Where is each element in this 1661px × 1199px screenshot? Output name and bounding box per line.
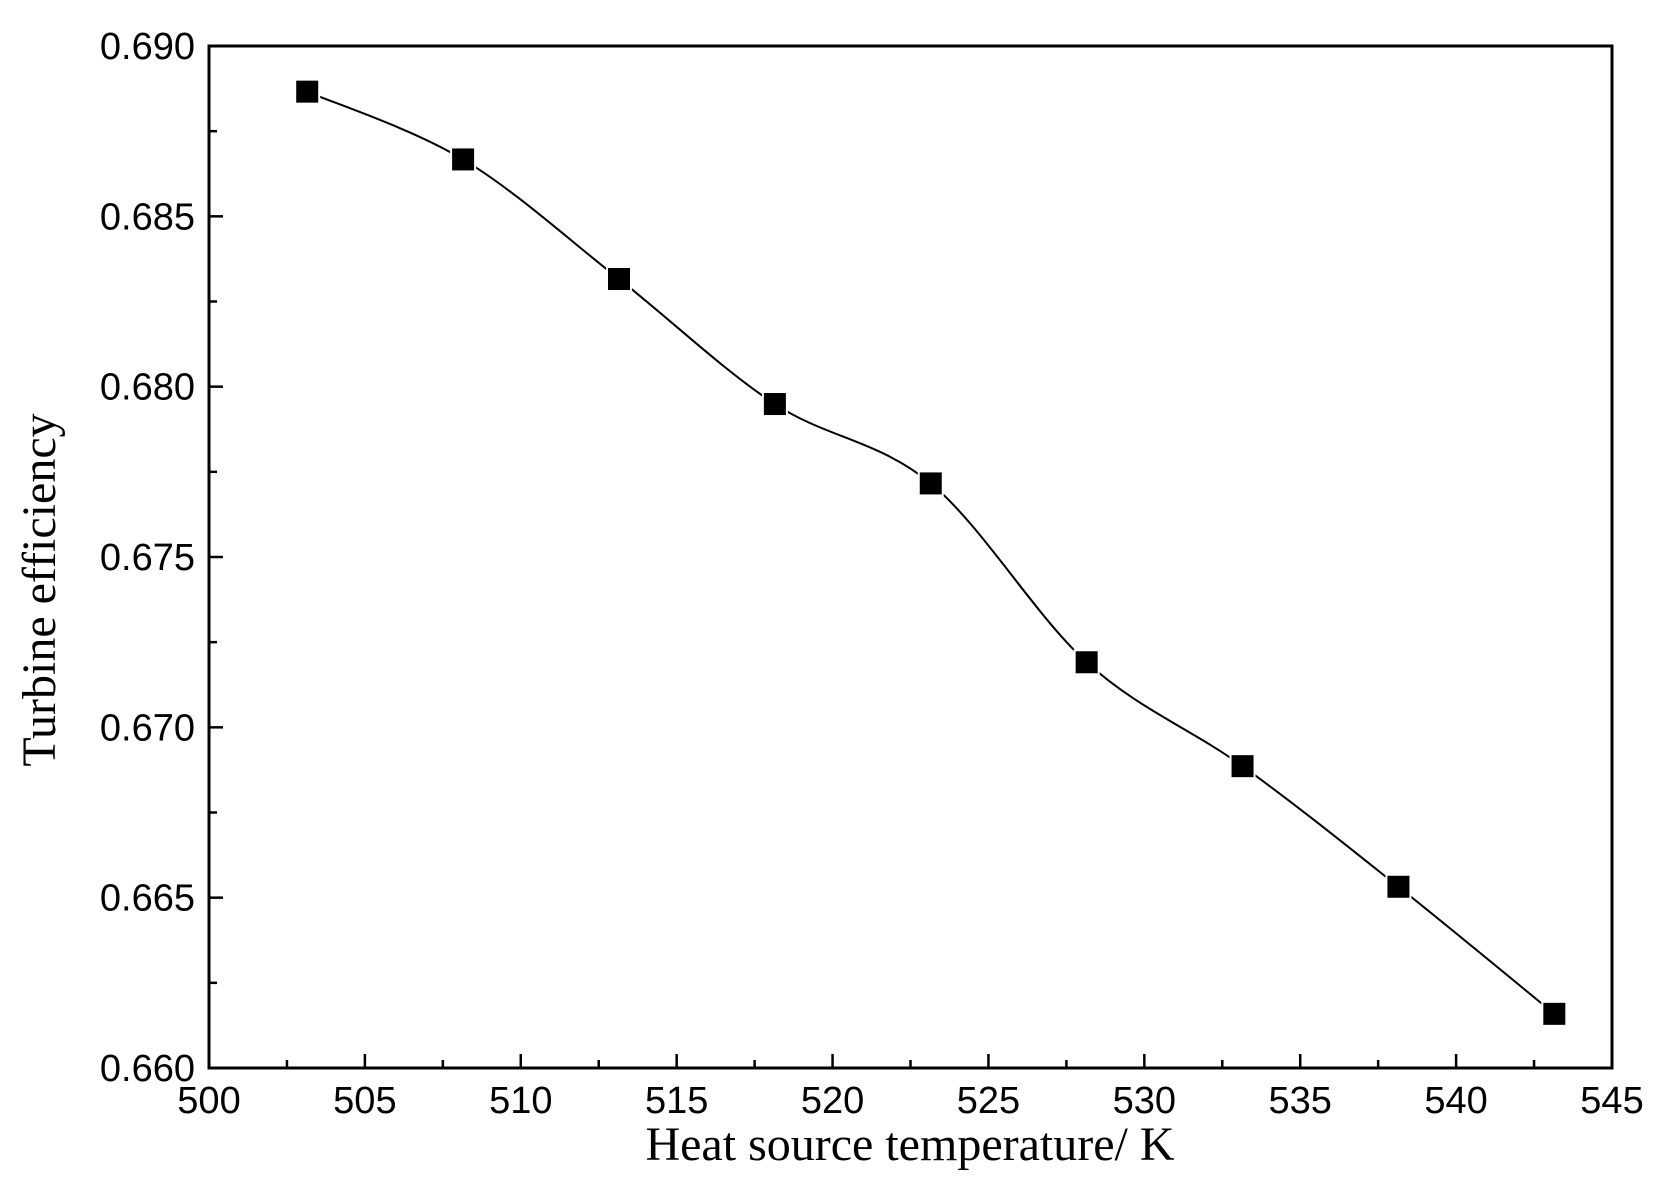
marker (294, 78, 321, 105)
marker (1385, 873, 1412, 900)
marker (1229, 753, 1256, 780)
y-tick-label: 0.680 (100, 367, 195, 409)
x-tick-label: 530 (1113, 1080, 1176, 1122)
x-tick-label: 535 (1269, 1080, 1332, 1122)
x-tick-label: 500 (177, 1080, 240, 1122)
y-tick-label: 0.685 (100, 196, 195, 238)
x-tick-label: 520 (801, 1080, 864, 1122)
marker (1073, 649, 1100, 676)
y-tick-label: 0.660 (100, 1048, 195, 1090)
y-tick-label: 0.670 (100, 707, 195, 749)
marker (761, 391, 788, 418)
x-tick-label: 540 (1424, 1080, 1487, 1122)
x-tick-label: 505 (333, 1080, 396, 1122)
marker (450, 146, 477, 173)
marker (605, 266, 632, 293)
y-axis-title: Turbine efficiency (13, 413, 66, 766)
marker (917, 470, 944, 497)
y-tick-label: 0.690 (100, 26, 195, 68)
marker (1541, 1000, 1568, 1027)
plot-frame (207, 44, 1614, 1070)
x-tick-label: 510 (489, 1080, 552, 1122)
x-tick-label: 515 (645, 1080, 708, 1122)
x-tick-label: 545 (1580, 1080, 1643, 1122)
x-tick-label: 525 (957, 1080, 1020, 1122)
y-tick-label: 0.675 (100, 537, 195, 579)
y-tick-label: 0.665 (100, 878, 195, 920)
x-axis-title: Heat source temperature/ K (645, 1118, 1174, 1171)
series-line (306, 90, 1555, 1015)
